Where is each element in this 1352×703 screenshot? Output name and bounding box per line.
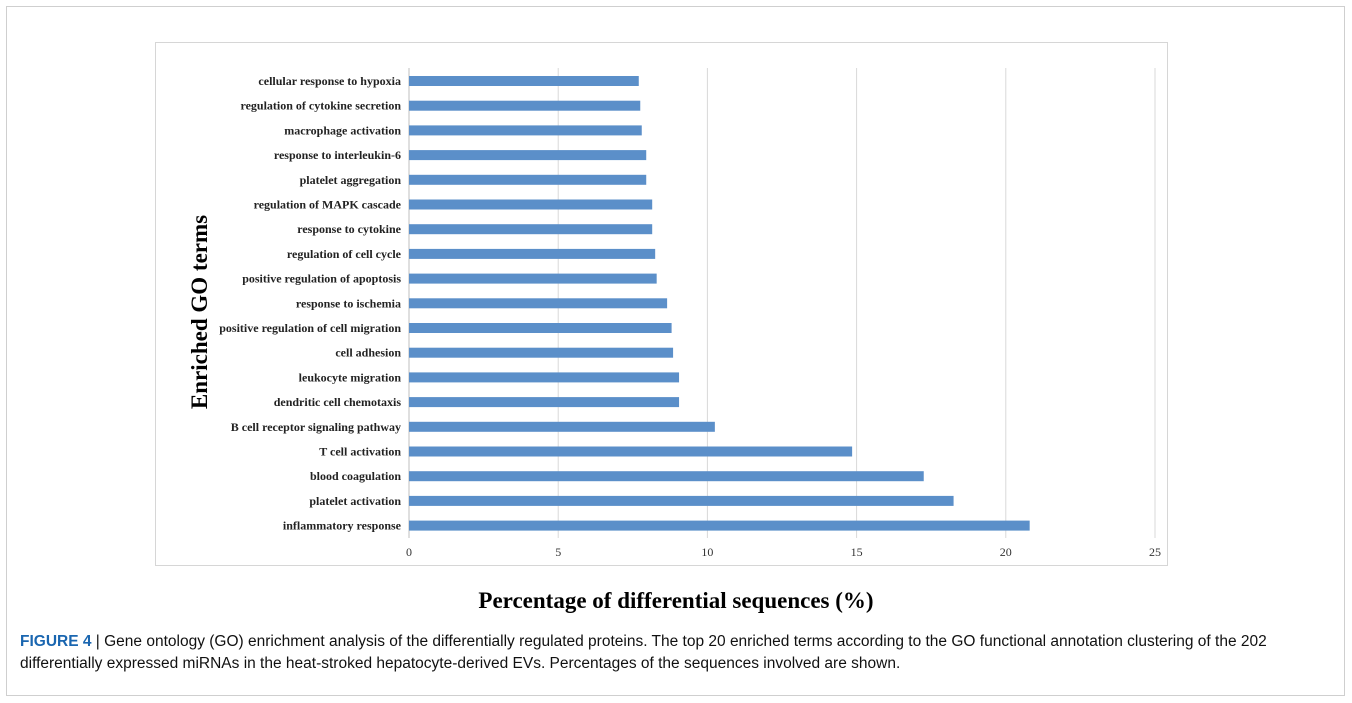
bar xyxy=(409,495,954,506)
category-label: leukocyte migration xyxy=(299,370,402,384)
category-label: cell adhesion xyxy=(335,346,401,360)
bar xyxy=(409,150,647,161)
figure-label: FIGURE 4 xyxy=(20,633,92,650)
category-label: response to ischemia xyxy=(296,296,401,310)
category-label: platelet aggregation xyxy=(300,173,402,187)
bar xyxy=(409,323,672,333)
bar xyxy=(409,446,853,457)
category-labels: cellular response to hypoxia regulation o… xyxy=(219,74,401,533)
y-axis-title: Enriched GO terms xyxy=(187,214,212,410)
category-label: positive regulation of cell migration xyxy=(219,321,401,335)
x-tick-label: 10 xyxy=(701,545,713,559)
bar xyxy=(409,100,641,111)
x-axis-title: Percentage of differential sequences (%) xyxy=(478,588,874,613)
category-label: T cell activation xyxy=(319,445,401,459)
figure-caption: FIGURE 4 | Gene ontology (GO) enrichment… xyxy=(20,631,1332,675)
bar xyxy=(409,471,924,482)
bar xyxy=(409,372,680,383)
category-label: dendritic cell chemotaxis xyxy=(274,395,402,409)
category-label: regulation of cytokine secretion xyxy=(240,99,401,113)
category-label: inflammatory response xyxy=(283,519,402,533)
bar xyxy=(409,199,653,210)
x-tick-label: 0 xyxy=(406,545,412,559)
caption-separator: | xyxy=(91,633,105,650)
chart-area-border xyxy=(155,42,1168,566)
category-label: response to cytokine xyxy=(297,222,401,236)
bar xyxy=(409,248,656,259)
x-tick-label: 25 xyxy=(1149,545,1161,559)
category-label: blood coagulation xyxy=(310,469,401,483)
x-tick-label: 5 xyxy=(555,545,561,559)
category-label: B cell receptor signaling pathway xyxy=(231,420,401,434)
category-label: positive regulation of apoptosis xyxy=(242,272,401,286)
category-label: regulation of MAPK cascade xyxy=(254,198,402,212)
bar xyxy=(409,298,668,309)
bar xyxy=(409,76,639,86)
bar xyxy=(409,520,1030,531)
caption-text: Gene ontology (GO) enrichment analysis o… xyxy=(20,633,1267,672)
bars xyxy=(409,76,1030,531)
bar xyxy=(409,273,657,284)
figure-frame xyxy=(6,6,1345,696)
bar xyxy=(409,397,680,408)
bar xyxy=(409,421,715,432)
category-label: response to interleukin-6 xyxy=(274,148,401,162)
category-label: regulation of cell cycle xyxy=(287,247,402,261)
bar xyxy=(409,347,674,358)
x-tick-label: 15 xyxy=(851,545,863,559)
category-label: cellular response to hypoxia xyxy=(258,74,401,88)
bar xyxy=(409,224,653,235)
x-tick-labels: 0 5 10 15 20 25 xyxy=(406,545,1161,559)
x-tick-label: 20 xyxy=(1000,545,1012,559)
bar xyxy=(409,125,642,136)
bar xyxy=(409,174,647,185)
category-label: platelet activation xyxy=(309,494,401,508)
category-label: macrophage activation xyxy=(284,123,401,137)
